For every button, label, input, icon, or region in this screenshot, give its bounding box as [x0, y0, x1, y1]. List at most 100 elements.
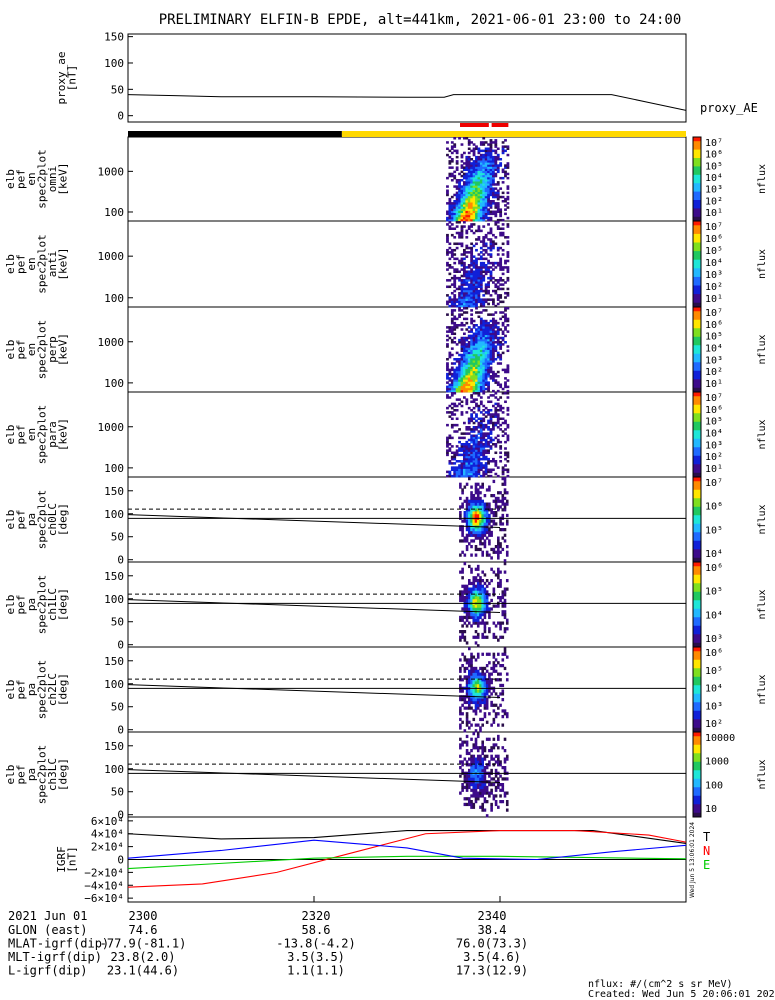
- pa-cell: [479, 754, 482, 758]
- spec-cell: [460, 375, 464, 378]
- spec-cell: [475, 338, 478, 342]
- pa-cell: [476, 519, 480, 523]
- spec-cell: [465, 460, 469, 463]
- spec-cell: [494, 172, 498, 176]
- spec-cell: [499, 428, 503, 431]
- spec-cell: [494, 149, 498, 153]
- pa-cell: [459, 539, 462, 543]
- colorbar-segment: [693, 428, 701, 431]
- panel-frame-en_anti: [127, 220, 687, 308]
- pa-cell: [465, 536, 469, 540]
- spec-cell: [462, 274, 466, 278]
- spec-cell: [487, 147, 490, 150]
- pa-cell: [479, 763, 482, 767]
- spec-cell: [453, 358, 457, 361]
- pa-cell: [463, 729, 467, 733]
- pa-cell: [492, 669, 496, 673]
- pa-cell: [492, 720, 496, 724]
- spec-cell: [496, 189, 500, 192]
- spec-cell: [458, 195, 461, 199]
- spec-cell: [472, 443, 476, 446]
- spec-cell: [506, 162, 510, 165]
- spec-cell: [458, 212, 461, 216]
- ylabel-en_omni-0: elb: [4, 169, 17, 189]
- ytick-igrf-0: 6×10⁴: [91, 815, 124, 828]
- spec-cell: [472, 349, 476, 353]
- spec-cell: [446, 193, 449, 197]
- colorbar-segment: [693, 608, 701, 612]
- panel-frame-en_para: [127, 391, 687, 478]
- pa-cell: [468, 647, 471, 651]
- spec-cell: [489, 145, 493, 148]
- pa-cell: [474, 783, 478, 787]
- spec-cell: [484, 332, 488, 336]
- spec-cell: [482, 162, 486, 165]
- spec-cell: [496, 389, 500, 393]
- pa-cell: [476, 763, 480, 767]
- pa-cell: [474, 547, 478, 552]
- pa-cell: [485, 800, 489, 804]
- spec-cell: [470, 251, 474, 254]
- pa-cell: [463, 604, 467, 608]
- spec-cell: [465, 174, 469, 178]
- spec-cell: [460, 214, 464, 218]
- spec-cell: [472, 417, 476, 421]
- spec-cell: [484, 309, 488, 312]
- pa-cell: [468, 661, 471, 665]
- pa-cell: [479, 689, 482, 693]
- spec-cell: [462, 447, 466, 450]
- pa-cell: [470, 613, 473, 617]
- pa-cell: [474, 499, 478, 503]
- spec-cell: [487, 411, 490, 414]
- colorbar-segment: [693, 774, 701, 778]
- spec-cell: [477, 257, 481, 261]
- spec-cell: [492, 389, 495, 393]
- spec-cell: [460, 185, 464, 188]
- colorbar-segment: [693, 470, 701, 474]
- spec-cell: [455, 377, 459, 380]
- colorbar-segment: [693, 591, 701, 595]
- spec-cell: [462, 368, 466, 372]
- spec-cell: [470, 274, 474, 278]
- spec-cell: [458, 233, 461, 237]
- spec-cell: [501, 170, 505, 174]
- colorbar-segment: [693, 381, 701, 384]
- pa-cell: [497, 706, 500, 710]
- colorbar-segment: [693, 700, 701, 703]
- spec-cell: [450, 253, 454, 256]
- spec-cell: [477, 172, 481, 176]
- spec-cell: [475, 158, 478, 161]
- spec-cell: [496, 466, 500, 469]
- spec-cell: [475, 202, 478, 205]
- spec-cell: [482, 204, 486, 207]
- pa-cell: [481, 791, 484, 795]
- igrf-legend-E: E: [703, 858, 710, 872]
- spec-cell: [482, 253, 486, 256]
- colorbar-segment: [693, 457, 701, 461]
- colorbar-segment: [693, 474, 701, 478]
- spec-cell: [501, 406, 505, 410]
- spec-cell: [484, 251, 488, 254]
- colorbar-label: nflux: [757, 759, 768, 789]
- pa-cell: [470, 683, 473, 688]
- pa-cell: [488, 630, 491, 634]
- pa-cell: [472, 635, 476, 639]
- spec-cell: [484, 387, 488, 391]
- pa-cell: [503, 528, 507, 532]
- pa-cell: [468, 564, 471, 569]
- spec-cell: [465, 216, 469, 220]
- pa-cell: [465, 675, 469, 679]
- pa-cell: [485, 511, 489, 515]
- pa-cell: [461, 695, 464, 699]
- pa-cell: [474, 700, 478, 705]
- spec-cell: [470, 319, 474, 323]
- spec-cell: [462, 264, 466, 267]
- pa-cell: [490, 579, 493, 583]
- spec-cell: [470, 304, 474, 308]
- spec-cell: [475, 238, 478, 241]
- spec-cell: [475, 447, 478, 450]
- spec-cell: [482, 266, 486, 269]
- spec-cell: [504, 307, 507, 310]
- colorbar-segment: [693, 530, 701, 533]
- pa-cell: [483, 502, 487, 506]
